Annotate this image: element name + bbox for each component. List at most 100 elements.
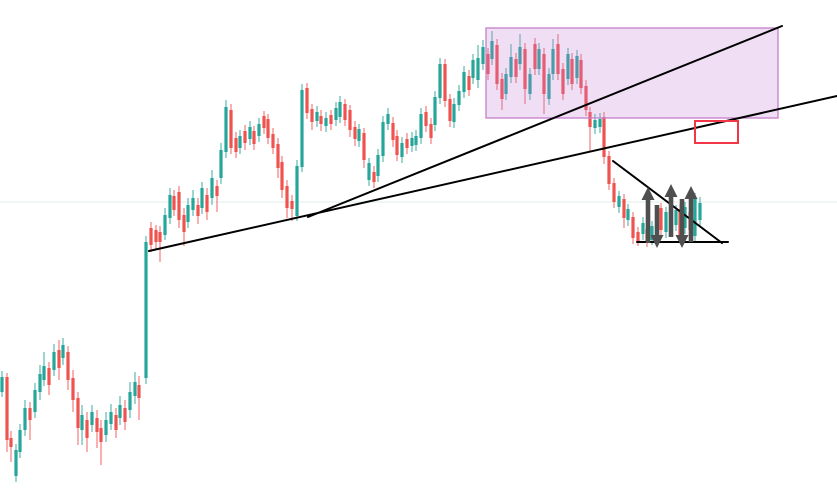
candle-down (584, 80, 588, 116)
upper-steep-trendline[interactable] (307, 25, 783, 218)
candle-down (271, 128, 275, 154)
candle-up (295, 160, 299, 221)
candle-down (252, 126, 256, 150)
candle-down (343, 99, 347, 126)
signal-box-layer[interactable] (694, 120, 739, 144)
candle-up (471, 54, 475, 84)
candle-down (319, 110, 323, 131)
candle-up (144, 236, 148, 384)
candle-up (626, 204, 630, 226)
candle-up (381, 116, 385, 162)
candle-up (104, 412, 108, 442)
candle-down (467, 70, 471, 96)
candle-down (234, 132, 238, 158)
candle-up (414, 130, 418, 151)
candle-down (123, 400, 127, 430)
candle-up (257, 118, 261, 142)
candle-down (47, 362, 51, 395)
candle-up (14, 444, 18, 482)
candle-down (149, 222, 153, 252)
candle-down (329, 110, 333, 130)
candle-up (224, 100, 228, 158)
candle-up (238, 130, 242, 154)
candle-up (248, 121, 252, 145)
candle-up (537, 43, 541, 75)
candle-down (372, 166, 376, 188)
candle-up (200, 182, 204, 214)
candle-down (243, 125, 247, 150)
candle-up (168, 188, 172, 224)
candle-up (38, 365, 42, 400)
candle-up (674, 205, 678, 231)
candle-up (481, 40, 485, 70)
candle-down (533, 38, 537, 75)
candle-up (334, 102, 338, 126)
direction-arrows-layer[interactable] (641, 184, 698, 248)
candle-up (219, 143, 223, 184)
candle-up (664, 207, 668, 238)
candle-up (80, 405, 84, 445)
candle-down (205, 188, 209, 220)
candle-up (300, 84, 304, 172)
candle-down (76, 392, 80, 445)
candle-up (338, 96, 342, 123)
candle-down (28, 402, 32, 440)
up-arrow-marker[interactable] (684, 186, 698, 242)
candle-up (186, 198, 190, 228)
candlestick-series (0, 31, 702, 482)
candle-down (99, 420, 103, 465)
candle-up (210, 170, 214, 205)
candle-down (579, 54, 583, 94)
candle-down (622, 194, 626, 228)
candle-down (95, 410, 99, 448)
candle-down (395, 130, 399, 161)
candle-down (71, 370, 75, 412)
candle-up (419, 108, 423, 144)
candle-down (305, 83, 309, 119)
candle-down (196, 198, 200, 224)
candle-up (133, 372, 137, 404)
candle-down (280, 156, 284, 198)
candle-up (433, 91, 437, 131)
candle-down (429, 118, 433, 144)
candle-down (353, 121, 357, 146)
candle-down (57, 340, 61, 380)
candle-up (698, 197, 702, 226)
candle-up (462, 66, 466, 98)
candle-up (61, 338, 65, 365)
candle-down (66, 346, 70, 390)
candle-up (0, 371, 4, 397)
lower-support-trendline[interactable] (148, 95, 837, 252)
candle-up (367, 158, 371, 186)
candle-down (182, 208, 186, 246)
candle-down (607, 151, 611, 190)
distribution-highlight-box[interactable] (485, 27, 779, 119)
candle-down (448, 94, 452, 127)
candle-up (90, 405, 94, 432)
candle-down (570, 53, 574, 90)
highlight-box-layer[interactable] (485, 27, 779, 119)
up-arrow-marker[interactable] (641, 187, 655, 243)
entry-signal-box[interactable] (694, 120, 739, 144)
down-arrow-marker[interactable] (650, 205, 664, 248)
candle-down (556, 34, 560, 80)
candle-up (191, 190, 195, 216)
candle-up (163, 208, 167, 240)
candle-down (266, 114, 270, 144)
candle-up (518, 34, 522, 70)
candle-down (500, 73, 504, 110)
candle-down (137, 376, 141, 420)
candle-up (566, 48, 570, 85)
candle-up (109, 404, 113, 430)
candle-down (9, 431, 13, 462)
candle-up (575, 50, 579, 84)
candle-up (490, 31, 494, 65)
candle-down (362, 128, 366, 168)
descending-triangle-line[interactable] (612, 160, 723, 244)
candle-up (547, 68, 551, 105)
candle-up (33, 383, 37, 418)
down-arrow-marker[interactable] (675, 199, 689, 248)
up-arrow-marker[interactable] (664, 184, 678, 237)
